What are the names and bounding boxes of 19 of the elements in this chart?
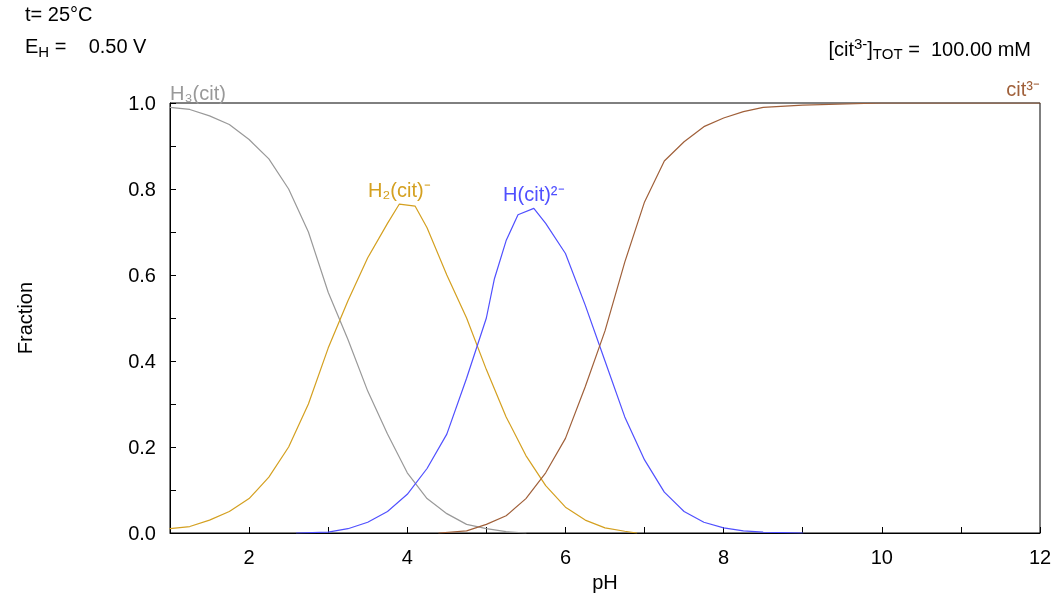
x-tick-label: 8	[718, 546, 730, 568]
series-label: cit³⁻	[1006, 78, 1040, 100]
x-axis-title: pH	[592, 570, 618, 593]
x-tick-label: 6	[559, 546, 572, 568]
series-label: H(cit)²⁻	[503, 183, 565, 206]
x-tick-label: 12	[1028, 546, 1052, 568]
y-tick-label: 0.0	[128, 522, 156, 544]
text: t= 25°C	[25, 3, 93, 25]
x-tick-label: 2	[243, 546, 255, 568]
y-tick-label: 0.4	[128, 350, 156, 372]
y-axis-title: Fraction	[14, 281, 36, 355]
y-tick-label: 1.0	[128, 92, 156, 114]
series-label: H₂(cit)⁻	[368, 179, 431, 202]
y-tick-label: 0.2	[128, 436, 156, 458]
y-tick-label: 0.6	[128, 264, 156, 286]
x-tick-label: 10	[870, 546, 893, 568]
x-tick-label: 4	[401, 546, 413, 568]
series-label: H₃(cit)	[170, 82, 226, 105]
y-tick-label: 0.8	[128, 178, 156, 200]
